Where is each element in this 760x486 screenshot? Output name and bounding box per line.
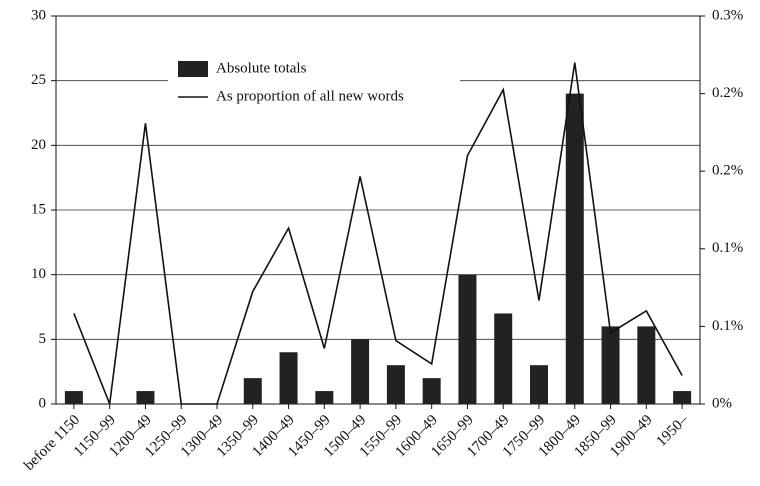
bar bbox=[530, 365, 548, 404]
legend: Absolute totals As proportion of all new … bbox=[168, 52, 460, 116]
y-tick-label: 25 bbox=[31, 72, 46, 88]
bar bbox=[494, 313, 513, 404]
plot-frame bbox=[55, 15, 701, 405]
bar bbox=[386, 365, 405, 404]
bar bbox=[565, 93, 584, 404]
legend-label: Absolute totals bbox=[216, 60, 307, 76]
bar bbox=[315, 391, 334, 404]
legend-label: As proportion of all new words bbox=[216, 88, 404, 104]
y2-tick-label: 0.2% bbox=[712, 85, 743, 101]
y-tick-label: 15 bbox=[31, 201, 46, 217]
bar bbox=[136, 391, 155, 404]
y-tick-label: 20 bbox=[31, 137, 46, 153]
y-tick-label: 10 bbox=[31, 266, 46, 282]
bar bbox=[601, 326, 620, 404]
y-tick-label: 0 bbox=[39, 395, 47, 411]
bar bbox=[637, 326, 656, 404]
bar bbox=[422, 378, 441, 404]
y-tick-label: 30 bbox=[31, 7, 46, 23]
bar bbox=[351, 339, 370, 404]
bar bbox=[279, 352, 298, 404]
y-tick-label: 5 bbox=[39, 331, 47, 347]
y2-tick-label: 0.2% bbox=[712, 163, 743, 179]
x-tick-label: 1950– bbox=[654, 412, 692, 450]
y2-tick-label: 0.1% bbox=[712, 240, 743, 256]
bar bbox=[243, 378, 262, 404]
y2-tick-label: 0.3% bbox=[712, 7, 743, 23]
x-tick-label: before 1150 bbox=[21, 412, 83, 474]
y2-tick-label: 0% bbox=[712, 395, 732, 411]
bar bbox=[64, 391, 83, 404]
legend-box bbox=[168, 52, 460, 116]
bar bbox=[458, 274, 477, 404]
line bbox=[73, 62, 683, 405]
legend-swatch bbox=[178, 61, 208, 77]
y2-tick-label: 0.1% bbox=[712, 318, 743, 334]
bar bbox=[673, 391, 692, 404]
